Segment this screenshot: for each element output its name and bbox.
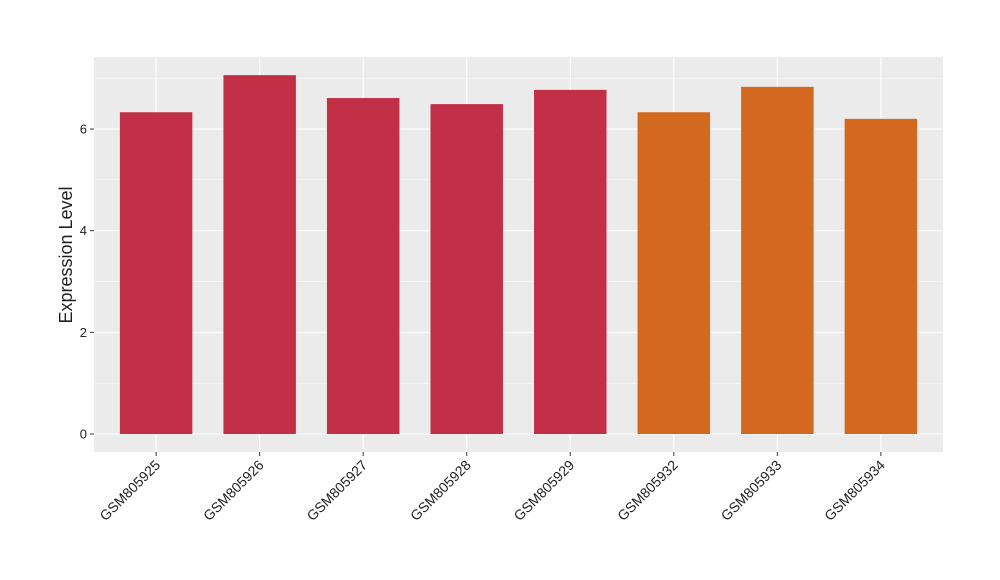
y-tick-label: 2: [80, 325, 87, 340]
bar: [326, 98, 400, 435]
x-tick-label: GSM805928: [407, 457, 474, 524]
panel: [94, 57, 943, 452]
bar: [637, 112, 711, 435]
bar: [223, 75, 296, 435]
x-tick-label: GSM805932: [614, 457, 681, 524]
x-tick-label: GSM805929: [510, 457, 577, 524]
bar: [119, 112, 193, 435]
bar: [430, 104, 503, 435]
x-tick-label: GSM805927: [303, 457, 370, 524]
y-axis-title: Expression Level: [56, 186, 76, 323]
y-tick-label: 4: [80, 223, 87, 238]
bar: [844, 118, 918, 435]
bar: [534, 89, 607, 435]
x-tick-label: GSM805933: [718, 457, 785, 524]
y-tick-label: 6: [80, 122, 87, 137]
x-tick-label: GSM805925: [96, 457, 163, 524]
y-tick-label: 0: [80, 427, 87, 442]
x-tick-label: GSM805926: [200, 457, 267, 524]
x-tick-label: GSM805934: [821, 457, 888, 524]
bar: [741, 86, 814, 435]
